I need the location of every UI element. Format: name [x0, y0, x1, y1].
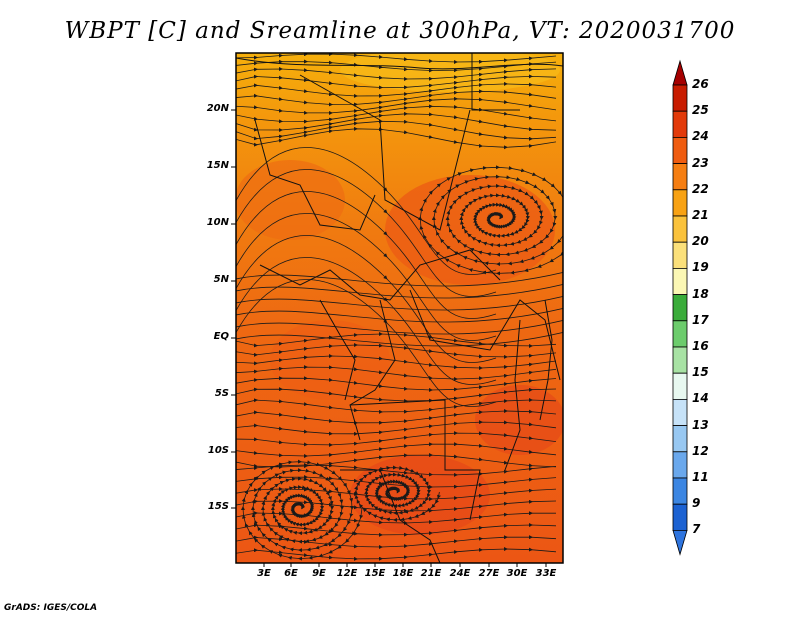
longitude-label: 27E	[478, 568, 500, 579]
longitude-label: 12E	[336, 568, 358, 579]
country-border	[409, 289, 561, 381]
longitude-label: 3E	[257, 568, 271, 579]
streamlines	[236, 53, 563, 561]
latitude-label: 20N	[206, 103, 229, 114]
vortex-streamline	[240, 459, 364, 561]
colorbar-label: 24	[692, 129, 709, 144]
country-border	[259, 249, 501, 301]
streamline	[236, 365, 557, 381]
colorbar-label: 23	[692, 155, 709, 170]
country-border	[471, 53, 520, 111]
map-area	[236, 53, 563, 563]
colorbar-swatch	[672, 110, 688, 138]
colorbar-swatch	[672, 294, 688, 322]
colorbar-label: 11	[692, 470, 709, 484]
latitude-label: 15N	[206, 160, 229, 171]
colorbar-swatch	[672, 267, 688, 295]
colorbar-label: 26	[692, 77, 709, 91]
longitude-label: 18E	[392, 568, 414, 579]
colorbar-swatch	[672, 163, 688, 191]
colorbar-label: 25	[692, 103, 709, 118]
colorbar-swatch	[672, 84, 688, 112]
colorbar-swatch	[672, 136, 688, 164]
colorbar-label: 7	[692, 522, 701, 537]
colorbar-label: 18	[692, 286, 709, 301]
longitude-label: 33E	[535, 568, 557, 579]
latitude-label: 5N	[213, 274, 229, 285]
colorbar-swatch	[672, 425, 688, 453]
wbpt-patch	[270, 320, 390, 400]
streamline	[236, 257, 497, 385]
colorbar-label: 16	[692, 339, 709, 353]
colorbar	[672, 59, 688, 556]
colorbar-bottom-arrow	[672, 530, 688, 556]
country-border	[504, 319, 521, 471]
colorbar-swatch	[672, 477, 688, 505]
longitude-label: 9E	[312, 568, 326, 579]
streamline	[236, 126, 557, 150]
colorbar-label: 17	[692, 312, 709, 327]
coastline	[539, 299, 553, 421]
streamline	[236, 319, 563, 335]
axis-ticks	[231, 109, 547, 567]
longitude-label: 21E	[420, 568, 442, 579]
streamline	[236, 295, 563, 311]
colorbar-swatch	[672, 215, 688, 243]
country-border	[254, 119, 376, 231]
streamline	[236, 191, 497, 319]
streamline	[236, 283, 563, 299]
colorbar-swatch	[672, 372, 688, 400]
country-border	[340, 469, 441, 563]
wbpt-patch	[350, 455, 490, 535]
latitude-label: 10N	[206, 217, 229, 228]
country-border	[349, 399, 481, 521]
colorbar-swatch	[672, 241, 688, 269]
latitude-label: EQ	[213, 331, 229, 342]
colorbar-label: 20	[692, 234, 709, 249]
colorbar-label: 22	[692, 181, 709, 196]
latitude-label: 5S	[214, 388, 229, 399]
longitude-label: 30E	[506, 568, 528, 579]
colorbar-top-arrow	[672, 59, 688, 86]
streamline	[236, 420, 557, 436]
streamline	[236, 235, 497, 363]
map-title: WBPT [C] and Sreamline at 300hPa, VT: 20…	[64, 18, 736, 44]
latitude-label: 10S	[207, 445, 229, 456]
map-frame	[235, 52, 564, 564]
colorbar-label: 15	[692, 365, 709, 380]
country-borders	[236, 53, 563, 563]
longitude-label: 24E	[449, 568, 471, 579]
grads-credit: GrADS: IGES/COLA	[4, 603, 98, 613]
vortex-streamline	[418, 165, 563, 276]
wbpt-patch	[475, 385, 563, 455]
colorbar-label: 9	[692, 496, 701, 511]
streamline	[236, 307, 563, 323]
colorbar-swatch	[672, 451, 688, 479]
streamline	[236, 213, 497, 341]
coastline	[319, 299, 356, 401]
latitude-label: 15S	[207, 501, 229, 512]
colorbar-label: 19	[692, 260, 709, 275]
colorbar-label: 14	[692, 391, 709, 406]
streamline	[236, 271, 563, 287]
colorbar-swatch	[672, 503, 688, 531]
colorbar-label: 21	[692, 208, 709, 222]
colorbar-swatch	[672, 320, 688, 348]
streamline	[236, 331, 563, 347]
longitude-label: 6E	[284, 568, 298, 579]
colorbar-swatch	[672, 398, 688, 426]
streamline	[236, 169, 497, 297]
streamline	[236, 147, 497, 275]
colorbar-label: 13	[692, 417, 709, 432]
colorbar-swatch	[672, 346, 688, 374]
country-border	[299, 74, 471, 231]
colorbar-label: 12	[692, 443, 709, 458]
country-border	[349, 299, 396, 441]
colorbar-swatch	[672, 189, 688, 217]
longitude-label: 15E	[364, 568, 386, 579]
coastline	[236, 57, 563, 70]
